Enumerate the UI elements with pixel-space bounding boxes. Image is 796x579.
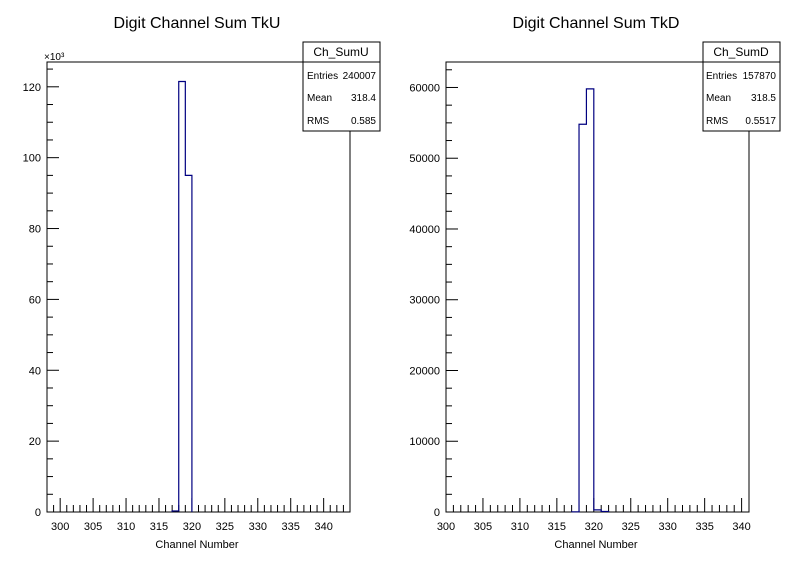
stats-name: Ch_SumU: [313, 45, 368, 59]
histogram-bin: [579, 124, 586, 512]
y-tick-label: 20000: [409, 365, 440, 377]
y-axis: 0 10000 20000 30000 40000 50000 60000: [409, 70, 458, 519]
x-tick-label: 315: [150, 521, 168, 533]
x-tick-label: 315: [548, 521, 566, 533]
x-tick-label: 310: [117, 521, 135, 533]
histogram-bin: [179, 81, 186, 512]
y-tick-label: 120: [23, 82, 41, 94]
y-tick-label: 60: [29, 294, 41, 306]
stats-value-rms: 0.585: [351, 116, 376, 127]
pad-left: Digit Channel Sum TkU ×10³ Channel Numbe…: [23, 15, 380, 551]
y-tick-label: 0: [35, 507, 41, 519]
histogram-bin: [601, 511, 608, 512]
x-tick-label: 305: [474, 521, 492, 533]
stats-label-rms: RMS: [307, 116, 330, 127]
stats-value-mean: 318.4: [351, 93, 376, 104]
y-tick-label: 0: [434, 507, 440, 519]
x-tick-label: 305: [84, 521, 102, 533]
y-tick-label: 100: [23, 153, 41, 165]
x-tick-label: 330: [249, 521, 267, 533]
x-tick-label: 340: [732, 521, 750, 533]
stats-label-mean: Mean: [307, 93, 332, 104]
y-tick-label: 60000: [409, 82, 440, 94]
stats-value-entries: 240007: [343, 71, 377, 82]
histogram-bin: [586, 89, 593, 512]
x-tick-label: 300: [51, 521, 69, 533]
y-tick-label: 20: [29, 436, 41, 448]
x-axis-label: Channel Number: [554, 539, 637, 551]
x-tick-label: 320: [183, 521, 201, 533]
y-tick-label: 30000: [409, 295, 440, 307]
x-tick-label: 330: [659, 521, 677, 533]
stats-box: Ch_SumD Entries 157870 Mean 318.5 RMS 0.…: [703, 42, 780, 131]
y-multiplier: ×10³: [44, 52, 65, 63]
y-tick-label: 40: [29, 365, 41, 377]
x-axis: 300 305 310 315 320 325 330 335 340: [47, 498, 350, 533]
histogram-bin: [172, 511, 179, 512]
stats-value-mean: 318.5: [751, 93, 776, 104]
y-tick-label: 40000: [409, 224, 440, 236]
y-tick-label: 80: [29, 224, 41, 236]
chart-title: Digit Channel Sum TkD: [513, 15, 680, 32]
stats-box: Ch_SumU Entries 240007 Mean 318.4 RMS 0.…: [303, 42, 380, 131]
y-tick-label: 10000: [409, 436, 440, 448]
x-tick-label: 310: [511, 521, 529, 533]
x-tick-label: 320: [585, 521, 603, 533]
x-tick-label: 335: [282, 521, 300, 533]
stats-label-entries: Entries: [307, 71, 338, 82]
stats-value-entries: 157870: [743, 71, 777, 82]
stats-value-rms: 0.5517: [745, 116, 776, 127]
y-tick-label: 50000: [409, 153, 440, 165]
histogram-bin: [594, 510, 601, 512]
histogram-bin: [185, 175, 192, 512]
x-tick-label: 300: [437, 521, 455, 533]
x-tick-label: 335: [695, 521, 713, 533]
x-axis-label: Channel Number: [155, 539, 238, 551]
stats-label-mean: Mean: [706, 93, 731, 104]
chart-title: Digit Channel Sum TkU: [114, 15, 281, 32]
y-axis: 0 20 40 60 80 100 120: [23, 69, 59, 519]
x-tick-label: 340: [314, 521, 332, 533]
pad-right: Digit Channel Sum TkD Channel Number 300…: [409, 15, 780, 551]
x-tick-label: 325: [622, 521, 640, 533]
stats-label-entries: Entries: [706, 71, 737, 82]
stats-name: Ch_SumD: [713, 45, 769, 59]
stats-label-rms: RMS: [706, 116, 729, 127]
x-tick-label: 325: [216, 521, 234, 533]
